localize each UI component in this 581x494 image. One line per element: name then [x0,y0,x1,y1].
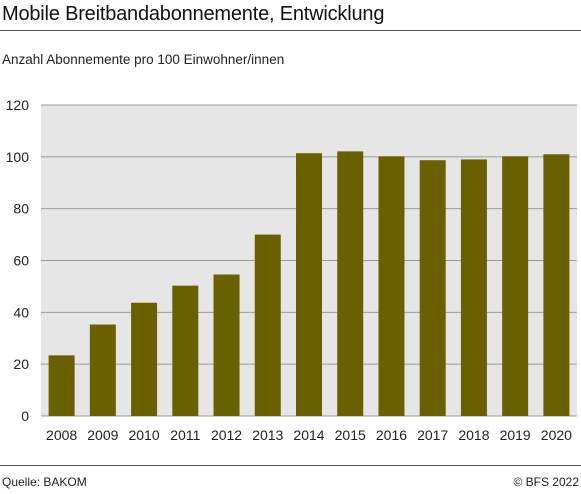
x-tick-label: 2017 [417,427,448,443]
y-tick-label: 60 [13,253,29,269]
y-tick-label: 0 [21,408,29,424]
copyright-note: © BFS 2022 [513,475,579,489]
chart-title: Mobile Breitbandabonnemente, Entwicklung [2,3,385,25]
y-tick-label: 120 [6,97,30,113]
x-tick-label: 2020 [541,427,572,443]
x-axis: 2008 2009 2010 2011 2012 2013 2014 2015 2016 2017… [46,427,572,443]
bar [172,285,199,416]
x-tick-label: 2018 [458,427,489,443]
bar [48,355,75,416]
x-tick-label: 2012 [211,427,242,443]
chart-subtitle: Anzahl Abonnemente pro 100 Einwohner/inn… [2,52,285,67]
title-divider [0,30,581,31]
source-note: Quelle: BAKOM [2,475,87,489]
bar [378,156,405,416]
y-tick-label: 20 [13,356,29,372]
x-tick-label: 2008 [46,427,77,443]
y-tick-label: 80 [13,201,29,217]
y-axis: 0 20 40 60 80 100 120 [6,97,30,424]
bar [337,151,364,416]
bar [254,234,281,416]
x-tick-label: 2009 [87,427,118,443]
x-tick-label: 2013 [252,427,283,443]
bar [296,153,322,416]
x-tick-label: 2019 [500,427,531,443]
footer-divider [0,465,581,466]
bar [213,274,240,416]
bar-chart: 0 20 40 60 80 100 120 2008 2009 2010 2011 2012 2013… [6,97,577,443]
x-tick-label: 2016 [376,427,407,443]
bar [543,154,570,416]
x-tick-label: 2010 [128,427,159,443]
y-tick-label: 40 [13,304,29,320]
bar [89,324,116,416]
bar [131,302,158,416]
bar [419,160,446,416]
y-tick-label: 100 [6,149,30,165]
x-tick-label: 2014 [293,427,324,443]
bar-series [48,151,570,417]
bar [502,156,529,416]
x-tick-label: 2011 [170,427,200,443]
bar [460,159,487,417]
x-tick-label: 2015 [335,427,366,443]
